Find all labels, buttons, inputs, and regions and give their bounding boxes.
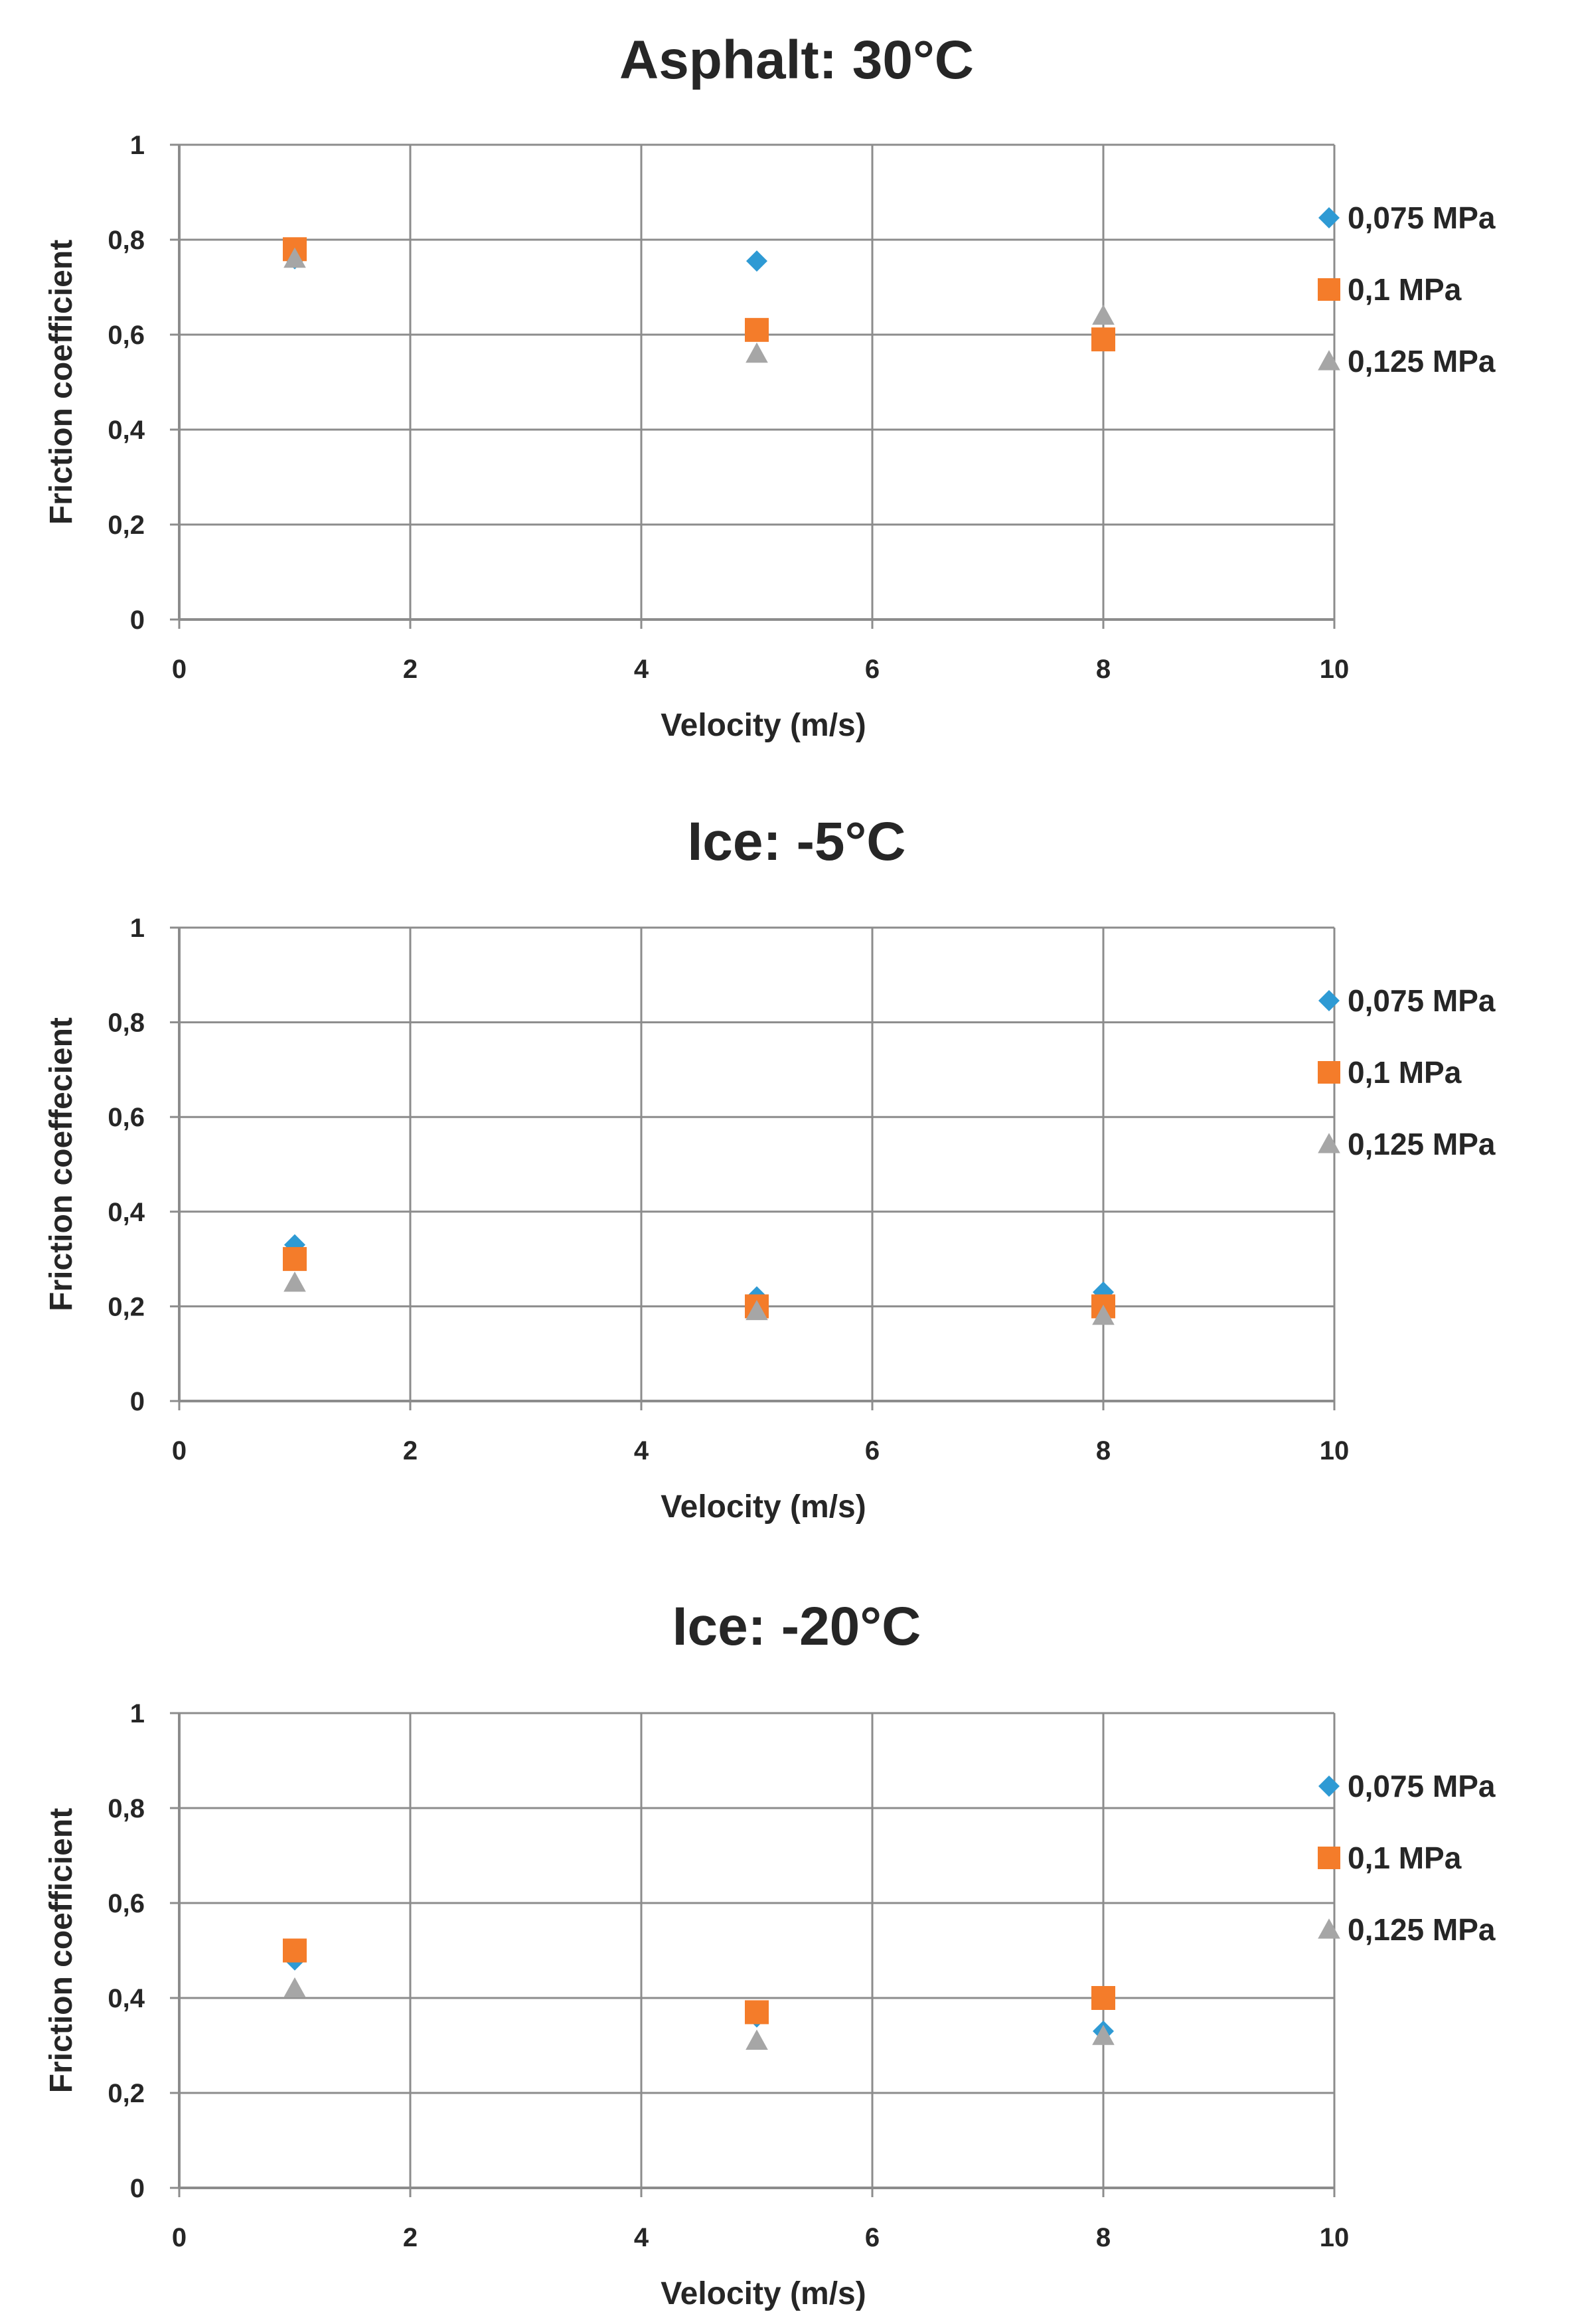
legend-entry: 0,125 MPa <box>1318 344 1496 378</box>
legend-marker-square <box>1318 1847 1340 1869</box>
legend-label: 0,075 MPa <box>1348 1769 1496 1803</box>
legend-marker-triangle <box>1318 1133 1340 1153</box>
x-tick-label: 10 <box>1320 655 1350 684</box>
data-point-triangle <box>1092 304 1115 325</box>
x-tick-label: 2 <box>403 2223 418 2252</box>
x-tick-label: 6 <box>865 1436 880 1465</box>
chart-title: Asphalt: 30°C <box>619 30 974 90</box>
legend-entry: 0,1 MPa <box>1318 1055 1462 1090</box>
x-tick-label: 0 <box>172 1436 187 1465</box>
data-point-square <box>283 1938 307 1963</box>
legend-entry: 0,075 MPa <box>1318 201 1496 235</box>
data-point-triangle <box>283 1977 306 1998</box>
y-tick-label: 0,6 <box>108 1103 145 1132</box>
y-tick-label: 1 <box>130 131 145 160</box>
x-tick-label: 2 <box>403 655 418 684</box>
data-point-square <box>1091 1986 1115 2010</box>
chart-panel-1: Asphalt: 30°C00,20,40,60,810 2 4 6 8 10Veloci… <box>44 30 1496 743</box>
legend-entry: 0,075 MPa <box>1318 1769 1496 1803</box>
data-point-square <box>745 317 769 342</box>
legend-label: 0,1 MPa <box>1348 272 1462 307</box>
data-point-triangle <box>1092 1304 1115 1325</box>
y-tick-label: 0,8 <box>108 1009 145 1038</box>
data-point-triangle <box>746 2029 768 2050</box>
y-axis-label: Friction coefficient <box>44 240 79 525</box>
legend-label: 0,075 MPa <box>1348 983 1496 1018</box>
y-tick-label: 0,2 <box>108 2079 145 2108</box>
y-tick-label: 1 <box>130 1699 145 1728</box>
legend-entry: 0,075 MPa <box>1318 983 1496 1018</box>
y-tick-label: 0 <box>130 1387 145 1416</box>
legend-label: 0,1 MPa <box>1348 1055 1462 1090</box>
data-point-square <box>1091 327 1115 352</box>
y-tick-label: 0,4 <box>108 1198 145 1227</box>
x-tick-label: 4 <box>634 1436 649 1465</box>
chart-title: Ice: -20°C <box>672 1596 921 1657</box>
data-point-square <box>745 2000 769 2025</box>
y-axis-label: Friction coefficient <box>44 1808 79 2093</box>
legend-label: 0,1 MPa <box>1348 1841 1462 1875</box>
legend-label: 0,075 MPa <box>1348 201 1496 235</box>
x-tick-label: 6 <box>865 2223 880 2252</box>
legend-marker-triangle <box>1318 350 1340 371</box>
y-tick-label: 0,6 <box>108 1889 145 1918</box>
y-tick-label: 0 <box>130 606 145 635</box>
y-tick-label: 0,2 <box>108 1292 145 1321</box>
legend-label: 0,125 MPa <box>1348 1912 1496 1947</box>
x-tick-label: 8 <box>1096 1436 1111 1465</box>
legend-label: 0,125 MPa <box>1348 344 1496 378</box>
y-tick-label: 1 <box>130 914 145 943</box>
x-axis-label: Velocity (m/s) <box>661 1489 866 1525</box>
legend-label: 0,125 MPa <box>1348 1127 1496 1161</box>
y-tick-label: 0,2 <box>108 511 145 540</box>
legend-marker-diamond <box>1318 990 1340 1011</box>
y-tick-label: 0 <box>130 2174 145 2203</box>
x-tick-label: 4 <box>634 655 649 684</box>
data-point-triangle <box>746 1299 768 1321</box>
y-tick-label: 0,8 <box>108 226 145 255</box>
legend-marker-diamond <box>1318 1776 1340 1797</box>
chart-panel-3: Ice: -20°C00,20,40,60,810 2 4 6 8 10Velocity … <box>44 1596 1496 2311</box>
x-tick-label: 10 <box>1320 1436 1350 1465</box>
data-point-triangle <box>283 1271 306 1292</box>
y-tick-label: 0,4 <box>108 416 145 445</box>
y-tick-label: 0,4 <box>108 1984 145 2013</box>
x-tick-label: 10 <box>1320 2223 1350 2252</box>
data-point-triangle <box>1092 2025 1115 2045</box>
x-tick-label: 4 <box>634 2223 649 2252</box>
x-tick-label: 0 <box>172 655 187 684</box>
legend-marker-diamond <box>1318 207 1340 228</box>
y-tick-label: 0,6 <box>108 321 145 350</box>
x-tick-label: 0 <box>172 2223 187 2252</box>
chart-title: Ice: -5°C <box>687 811 905 872</box>
x-tick-label: 8 <box>1096 2223 1111 2252</box>
x-tick-label: 8 <box>1096 655 1111 684</box>
legend-entry: 0,125 MPa <box>1318 1912 1496 1947</box>
legend-marker-triangle <box>1318 1918 1340 1939</box>
x-tick-label: 2 <box>403 1436 418 1465</box>
legend-entry: 0,125 MPa <box>1318 1127 1496 1161</box>
y-axis-label: Friction coeffecient <box>44 1017 79 1311</box>
x-axis-label: Velocity (m/s) <box>661 2276 866 2311</box>
x-tick-label: 6 <box>865 655 880 684</box>
data-point-square <box>283 1247 307 1272</box>
legend-entry: 0,1 MPa <box>1318 1841 1462 1875</box>
data-point-diamond <box>746 250 767 272</box>
legend-marker-square <box>1318 1061 1340 1084</box>
x-axis-label: Velocity (m/s) <box>661 708 866 743</box>
legend-marker-square <box>1318 278 1340 301</box>
y-tick-label: 0,8 <box>108 1794 145 1823</box>
data-point-triangle <box>746 342 768 363</box>
data-point-triangle <box>283 247 306 268</box>
legend-entry: 0,1 MPa <box>1318 272 1462 307</box>
